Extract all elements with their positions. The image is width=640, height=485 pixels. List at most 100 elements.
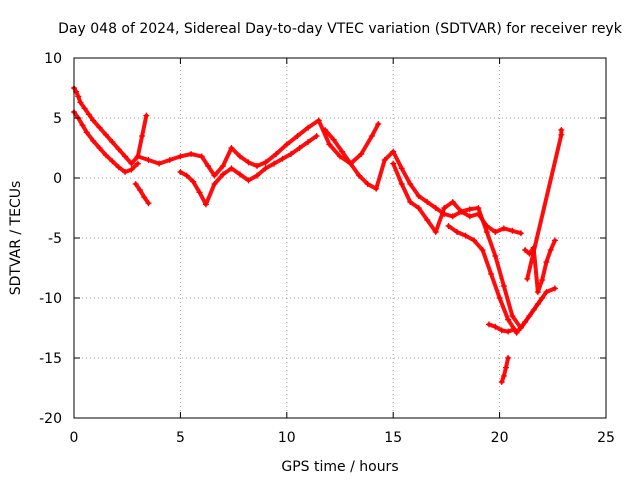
data-point — [198, 153, 205, 160]
data-layer — [71, 85, 565, 385]
data-point — [143, 112, 150, 119]
x-tick-label: 5 — [176, 430, 185, 446]
data-point — [505, 328, 512, 335]
data-point — [471, 237, 478, 244]
data-point — [211, 172, 218, 179]
series-track-a — [71, 85, 150, 167]
data-point — [475, 205, 482, 211]
data-point — [483, 229, 490, 235]
data-point — [219, 163, 226, 169]
data-point — [128, 160, 135, 167]
data-point — [458, 208, 465, 215]
data-point — [509, 313, 516, 319]
data-point — [398, 165, 405, 172]
data-point — [283, 141, 290, 148]
data-point — [156, 160, 163, 167]
data-point — [188, 151, 195, 157]
data-point — [134, 153, 141, 160]
chart-title: Day 048 of 2024, Sidereal Day-to-day VTE… — [58, 21, 623, 37]
data-point — [183, 172, 190, 179]
data-point — [498, 327, 505, 334]
data-point — [96, 124, 103, 131]
data-point — [273, 151, 280, 157]
data-point — [85, 111, 92, 118]
data-point — [115, 146, 122, 153]
series-track-c — [132, 181, 152, 207]
data-point — [122, 169, 129, 175]
data-point — [296, 145, 303, 151]
data-point — [83, 129, 90, 136]
data-point — [479, 247, 486, 253]
data-point — [77, 99, 84, 106]
series-band — [323, 128, 523, 236]
data-point — [432, 229, 439, 235]
x-tick-label: 0 — [70, 430, 79, 446]
series-track-j — [498, 355, 512, 385]
data-point — [496, 295, 503, 301]
data-point — [500, 283, 507, 289]
series-band — [523, 238, 557, 294]
data-point — [500, 373, 507, 379]
data-point — [415, 193, 422, 199]
data-point — [245, 177, 252, 184]
data-point — [368, 133, 375, 139]
data-point — [551, 285, 558, 292]
series-track-l — [524, 127, 565, 282]
data-point — [492, 253, 499, 259]
data-point — [449, 213, 456, 220]
data-point — [500, 225, 507, 232]
data-point — [115, 164, 122, 171]
data-point — [177, 169, 184, 175]
y-tick-label: 5 — [53, 111, 62, 127]
series-band — [72, 86, 149, 166]
data-point — [305, 124, 312, 131]
data-point — [128, 166, 135, 173]
data-point — [492, 229, 499, 235]
data-point — [407, 181, 414, 187]
data-point — [356, 172, 363, 179]
data-point — [177, 153, 184, 160]
series-track-h — [445, 223, 546, 336]
data-point — [254, 172, 261, 179]
series-band — [499, 356, 511, 384]
data-point — [326, 141, 333, 148]
data-point — [485, 321, 492, 328]
data-point — [228, 165, 235, 172]
data-point — [454, 229, 461, 235]
data-point — [522, 247, 529, 253]
data-point — [262, 159, 269, 166]
data-point — [313, 133, 320, 139]
data-point — [211, 181, 218, 187]
series-band — [178, 134, 319, 207]
data-point — [347, 160, 354, 167]
data-point — [102, 131, 109, 138]
data-point — [90, 117, 97, 124]
data-point — [424, 217, 431, 223]
data-point — [339, 148, 346, 155]
data-point — [205, 163, 212, 169]
grid-layer — [74, 58, 606, 418]
y-tick-label: 0 — [53, 171, 62, 187]
data-point — [505, 316, 512, 323]
data-point — [358, 151, 365, 157]
data-point — [254, 163, 261, 169]
data-point — [445, 223, 452, 229]
data-point — [505, 355, 512, 361]
data-point — [432, 205, 439, 211]
x-axis-label: GPS time / hours — [281, 459, 398, 475]
data-point — [141, 194, 148, 201]
data-point — [96, 145, 103, 151]
data-point — [262, 165, 269, 172]
y-tick-label: -10 — [39, 291, 62, 307]
data-point — [79, 122, 86, 129]
y-tick-label: -20 — [39, 411, 62, 427]
y-tick-label: 10 — [44, 51, 62, 67]
data-point — [539, 295, 546, 301]
data-point — [236, 153, 243, 160]
y-tick-label: -15 — [39, 351, 62, 367]
data-point — [415, 205, 422, 211]
data-point — [75, 93, 82, 100]
data-point — [102, 152, 109, 159]
x-tick-label: 25 — [597, 430, 615, 446]
